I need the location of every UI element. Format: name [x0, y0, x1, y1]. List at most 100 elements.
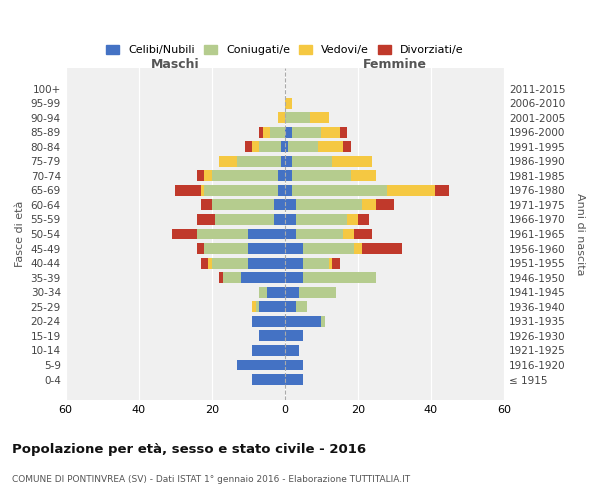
Bar — [343, 228, 354, 239]
Bar — [281, 142, 285, 152]
Legend: Celibi/Nubili, Coniugati/e, Vedovi/e, Divorziati/e: Celibi/Nubili, Coniugati/e, Vedovi/e, Di… — [101, 40, 468, 60]
Bar — [248, 258, 285, 268]
Bar — [292, 126, 322, 138]
Text: Femmine: Femmine — [362, 58, 427, 71]
Bar — [347, 214, 358, 225]
Bar — [252, 345, 285, 356]
Bar — [175, 185, 201, 196]
Bar — [197, 228, 248, 239]
Bar — [266, 287, 285, 298]
Bar — [303, 243, 354, 254]
Bar — [205, 185, 278, 196]
Bar — [278, 185, 285, 196]
Bar — [252, 302, 256, 312]
Bar — [245, 142, 252, 152]
Bar — [238, 156, 281, 166]
Bar — [289, 142, 317, 152]
Bar — [252, 316, 285, 327]
Y-axis label: Fasce di età: Fasce di età — [15, 201, 25, 267]
Text: COMUNE DI PONTINVREA (SV) - Dati ISTAT 1° gennaio 2016 - Elaborazione TUTTITALIA: COMUNE DI PONTINVREA (SV) - Dati ISTAT 1… — [12, 476, 410, 484]
Bar — [259, 330, 285, 342]
Bar — [310, 112, 329, 123]
Bar — [285, 98, 292, 108]
Bar — [340, 126, 347, 138]
Bar — [296, 214, 347, 225]
Bar — [292, 156, 332, 166]
Bar — [332, 258, 340, 268]
Bar — [259, 142, 281, 152]
Bar — [285, 360, 303, 370]
Bar — [434, 185, 449, 196]
Bar — [274, 214, 285, 225]
Bar — [259, 126, 263, 138]
Bar — [219, 156, 238, 166]
Bar — [201, 200, 212, 210]
Bar — [285, 112, 310, 123]
Bar — [285, 126, 292, 138]
Bar — [197, 214, 215, 225]
Bar — [350, 170, 376, 181]
Bar — [285, 200, 296, 210]
Bar — [322, 126, 340, 138]
Bar — [219, 272, 223, 283]
Bar — [303, 272, 376, 283]
Bar — [208, 258, 212, 268]
Bar — [212, 258, 248, 268]
Bar — [358, 214, 369, 225]
Bar — [329, 258, 332, 268]
Bar — [248, 228, 285, 239]
Bar — [270, 126, 285, 138]
Bar — [281, 156, 285, 166]
Bar — [248, 243, 285, 254]
Bar — [296, 228, 343, 239]
Bar — [212, 200, 274, 210]
Bar — [285, 374, 303, 385]
Bar — [387, 185, 434, 196]
Bar — [285, 185, 292, 196]
Bar — [285, 272, 303, 283]
Bar — [278, 112, 285, 123]
Bar — [197, 170, 205, 181]
Bar — [343, 142, 350, 152]
Bar — [285, 330, 303, 342]
Bar — [296, 302, 307, 312]
Bar — [285, 142, 289, 152]
Bar — [259, 302, 285, 312]
Bar — [285, 243, 303, 254]
Bar — [223, 272, 241, 283]
Bar — [212, 170, 278, 181]
Bar — [256, 302, 259, 312]
Bar — [332, 156, 373, 166]
Bar — [376, 200, 394, 210]
Bar — [285, 287, 299, 298]
Bar — [354, 243, 362, 254]
Bar — [322, 316, 325, 327]
Bar — [354, 228, 373, 239]
Bar — [201, 185, 205, 196]
Bar — [285, 316, 322, 327]
Bar — [362, 200, 376, 210]
Bar — [285, 228, 296, 239]
Text: Popolazione per età, sesso e stato civile - 2016: Popolazione per età, sesso e stato civil… — [12, 442, 366, 456]
Bar — [292, 185, 387, 196]
Bar — [285, 345, 299, 356]
Bar — [205, 170, 212, 181]
Bar — [274, 200, 285, 210]
Bar — [362, 243, 401, 254]
Bar — [285, 170, 292, 181]
Bar — [252, 374, 285, 385]
Bar — [285, 214, 296, 225]
Bar — [205, 243, 248, 254]
Bar — [285, 156, 292, 166]
Bar — [299, 287, 336, 298]
Text: Maschi: Maschi — [151, 58, 200, 71]
Bar — [201, 258, 208, 268]
Bar — [215, 214, 274, 225]
Bar — [259, 287, 266, 298]
Bar — [285, 302, 296, 312]
Bar — [252, 142, 259, 152]
Bar — [303, 258, 329, 268]
Bar — [172, 228, 197, 239]
Bar — [317, 142, 343, 152]
Bar — [241, 272, 285, 283]
